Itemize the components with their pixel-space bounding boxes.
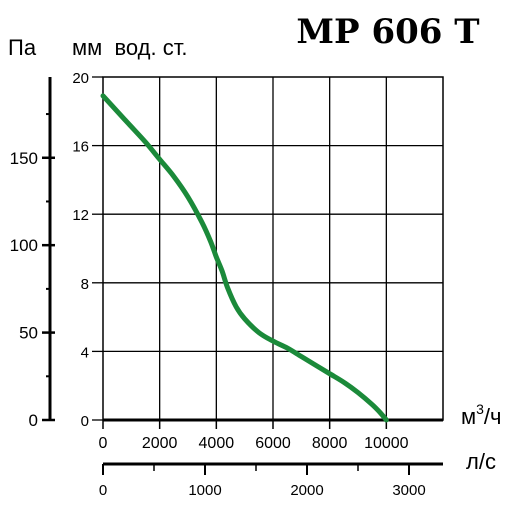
x2-axis-label: л/с [466,449,496,474]
left-axis-ticks: 0 50 100 150 [10,113,55,430]
y-axis-label: мм вод. ст. [72,35,187,60]
x-tick-labels: 0 2000 4000 6000 8000 10000 [99,420,409,452]
x-tick-label: 2000 [142,435,178,452]
x2-axis-ticks: 0 1000 2000 3000 [99,464,426,499]
x2-tick-label: 2000 [290,482,323,499]
y-tick-label: 12 [72,207,89,224]
chart-title: MP 606 T [296,12,479,52]
x-tick-label: 10000 [364,435,409,452]
left-tick-label: 150 [10,149,38,168]
y-tick-label: 8 [81,276,89,293]
x-tick-label: 0 [99,435,108,452]
x-tick-label: 8000 [312,435,348,452]
x-axis-label: м3/ч [461,401,502,429]
left-tick-label: 0 [29,411,38,430]
x-tick-label: 6000 [255,435,291,452]
left-tick-label: 100 [10,236,38,255]
x2-tick-label: 1000 [188,482,221,499]
x-tick-label: 4000 [199,435,235,452]
grid-lines [103,77,443,420]
series-line-curve [100,93,389,423]
left-tick-label: 50 [19,324,38,343]
y-tick-label: 16 [72,139,89,156]
y-tick-labels: 0 4 8 12 16 20 [72,70,103,430]
left-axis-label: Па [8,35,37,60]
y-tick-label: 0 [81,413,89,430]
y-tick-label: 4 [81,344,89,361]
y-tick-label: 20 [72,70,89,87]
x2-tick-label: 3000 [392,482,425,499]
x2-tick-label: 0 [99,482,107,499]
